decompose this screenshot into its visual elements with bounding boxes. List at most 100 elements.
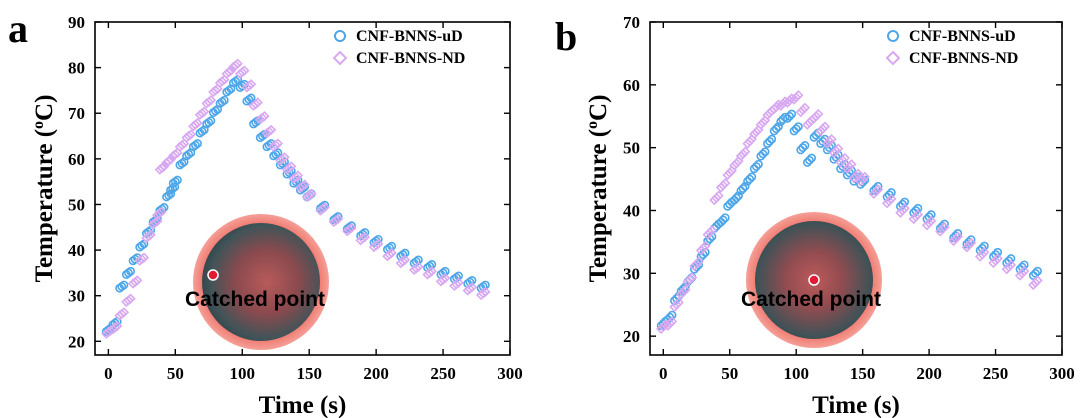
data-point [211,106,220,116]
data-point [850,170,862,182]
x-tick-label: 150 [296,364,322,383]
panel-a-letter: a [8,6,28,51]
y-tick-label: 60 [68,150,85,169]
data-point [273,148,283,158]
data-point [926,210,936,219]
panel-b-data-points [656,90,1043,335]
data-point [1006,254,1016,263]
data-point [720,178,731,189]
data-point [664,318,676,329]
data-point [191,140,200,150]
x-tick-label: 200 [363,364,389,383]
data-point [693,256,704,267]
data-point [1019,265,1030,277]
data-point [678,287,689,298]
y-tick-label: 20 [623,327,640,346]
data-point [466,282,478,293]
data-point [173,175,182,185]
data-point [399,254,411,266]
data-point [859,171,870,183]
data-point [152,215,163,227]
data-point [165,154,176,165]
x-tick-label: 100 [230,364,256,383]
data-point [886,188,896,197]
data-point [332,213,344,224]
data-point [119,280,129,290]
data-point [738,184,748,193]
x-axis-title: Time (s) [812,392,900,418]
series-cnf-bnns-ud [656,109,1042,331]
data-point [718,215,728,225]
panel-b: b 0 50 100 150 200 250 300 20 30 40 50 60 70 Time (s)… [555,13,1075,418]
data-point [813,108,824,120]
data-point [205,95,217,106]
panel-b-inset: Catched point [741,212,882,348]
data-point [992,253,1003,264]
data-point [977,243,987,253]
data-point [745,174,755,184]
data-point [857,173,868,185]
data-point [1005,259,1017,270]
data-point [1019,260,1029,270]
data-point [758,149,768,159]
legend-marker-uD [334,30,346,42]
data-point [286,161,297,172]
data-point [977,249,988,260]
data-point [791,92,802,103]
x-tick-label: 50 [721,364,738,383]
data-point [740,181,750,191]
y-tick-label: 40 [68,241,85,260]
data-point [219,95,229,105]
y-tick-label: 80 [68,59,85,78]
data-point [844,168,854,178]
data-point [126,266,136,276]
data-point [991,250,1000,259]
panel-b-letter: b [555,14,577,59]
data-point [667,310,677,320]
data-point [731,158,742,169]
data-point [244,95,254,104]
data-point [824,136,835,147]
data-point [979,241,989,251]
data-point [346,222,357,234]
panel-a-inset: Catched point [185,214,329,350]
data-point [785,111,794,121]
x-tick-label: 0 [659,364,668,383]
data-point [158,161,170,172]
data-point [937,224,948,235]
data-point [899,203,910,214]
data-point [299,179,310,190]
x-tick-label: 300 [497,364,523,383]
x-axis-title: Time (s) [259,392,347,418]
data-point [872,184,884,195]
data-point [707,232,717,241]
data-point [246,93,256,103]
data-point [912,209,924,220]
data-point [271,149,281,159]
data-point [965,237,977,248]
panel-b-axes: 0 50 100 150 200 250 300 20 30 40 50 60 70 Time (s) Te… [584,13,1075,418]
legend-marker-ND [332,50,348,66]
y-tick-label: 30 [623,264,640,283]
data-point [698,250,708,259]
data-point [156,206,167,218]
legend-label: CNF-BNNS-ND [909,50,1018,67]
data-point [166,189,176,199]
data-point [979,247,990,258]
data-point [993,247,1003,257]
data-point [793,90,804,101]
y-axis-title: Temperature (oC) [30,95,58,283]
data-point [1031,268,1040,278]
data-point [1004,256,1014,266]
data-point [193,139,202,148]
data-point [138,252,150,263]
data-point [413,261,424,272]
data-point [791,124,801,134]
data-point [684,274,696,285]
data-point [306,188,317,199]
data-point [137,241,147,250]
data-point [831,152,841,162]
data-point [660,319,671,330]
data-point [117,282,127,291]
data-point [799,102,811,113]
